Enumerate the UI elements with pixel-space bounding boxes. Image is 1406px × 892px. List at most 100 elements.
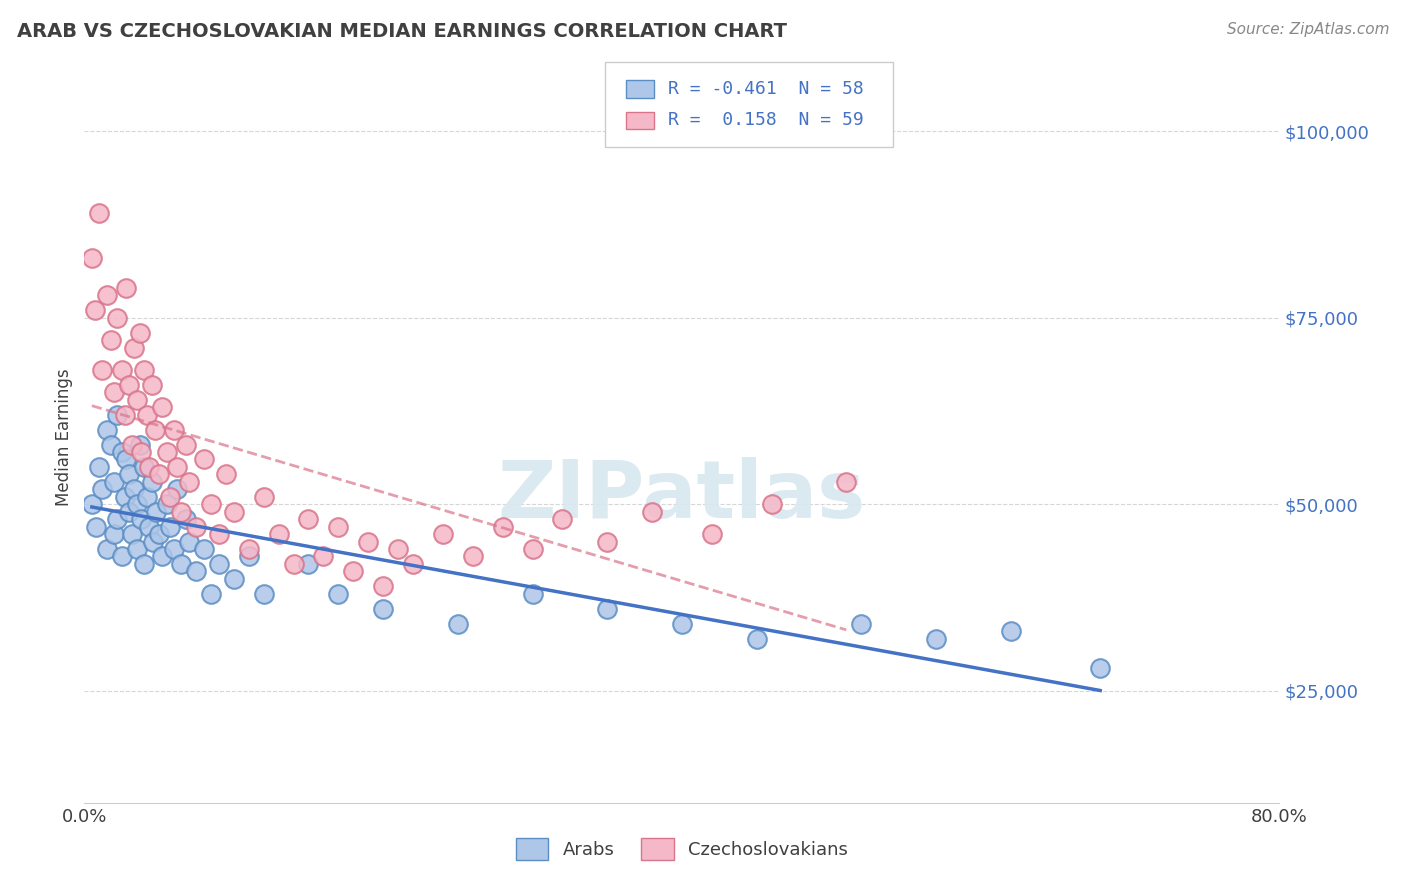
Point bbox=[522, 587, 544, 601]
Point bbox=[925, 632, 948, 646]
Point bbox=[596, 601, 619, 615]
Point bbox=[132, 363, 156, 377]
Point bbox=[105, 512, 128, 526]
Text: ZIPatlas: ZIPatlas bbox=[498, 457, 866, 534]
Point bbox=[402, 557, 425, 571]
Point bbox=[111, 549, 134, 564]
Point bbox=[100, 437, 122, 451]
Point bbox=[492, 519, 515, 533]
Point bbox=[125, 392, 148, 407]
Point bbox=[222, 505, 245, 519]
Point bbox=[83, 303, 105, 318]
Point bbox=[121, 527, 143, 541]
Point bbox=[835, 475, 858, 489]
Point bbox=[118, 377, 141, 392]
Point bbox=[145, 505, 167, 519]
Point bbox=[596, 534, 619, 549]
Point bbox=[105, 408, 128, 422]
Point bbox=[170, 557, 193, 571]
Point bbox=[114, 408, 136, 422]
Point bbox=[170, 505, 193, 519]
Point bbox=[342, 565, 364, 579]
Y-axis label: Median Earnings: Median Earnings bbox=[55, 368, 73, 506]
Point bbox=[143, 423, 166, 437]
Point bbox=[80, 497, 103, 511]
Point bbox=[200, 587, 222, 601]
Point bbox=[174, 512, 197, 526]
Point bbox=[193, 452, 215, 467]
Point bbox=[105, 310, 128, 325]
Point bbox=[111, 363, 134, 377]
Text: ARAB VS CZECHOSLOVAKIAN MEDIAN EARNINGS CORRELATION CHART: ARAB VS CZECHOSLOVAKIAN MEDIAN EARNINGS … bbox=[17, 22, 787, 41]
Point bbox=[163, 423, 186, 437]
Point bbox=[129, 512, 152, 526]
Point bbox=[142, 534, 165, 549]
Point bbox=[253, 490, 276, 504]
Point bbox=[208, 557, 231, 571]
Point bbox=[148, 527, 170, 541]
Point bbox=[328, 587, 350, 601]
Point bbox=[745, 632, 768, 646]
Point bbox=[155, 497, 177, 511]
Point bbox=[128, 437, 150, 451]
Point bbox=[177, 534, 200, 549]
Point bbox=[200, 497, 222, 511]
Point bbox=[103, 385, 125, 400]
Point bbox=[186, 519, 208, 533]
Point bbox=[132, 459, 156, 474]
Point bbox=[91, 483, 114, 497]
Point bbox=[103, 475, 125, 489]
Point bbox=[522, 542, 544, 557]
Point bbox=[115, 281, 138, 295]
Point bbox=[297, 557, 319, 571]
Point bbox=[138, 519, 160, 533]
Point bbox=[177, 475, 200, 489]
Text: R = -0.461  N = 58: R = -0.461 N = 58 bbox=[668, 80, 863, 98]
Point bbox=[100, 333, 122, 347]
Point bbox=[551, 512, 574, 526]
Point bbox=[96, 288, 118, 302]
Point bbox=[148, 467, 170, 482]
Point bbox=[186, 565, 208, 579]
Point bbox=[238, 542, 260, 557]
Point bbox=[159, 519, 181, 533]
Point bbox=[328, 519, 350, 533]
Point bbox=[208, 527, 231, 541]
Point bbox=[1000, 624, 1022, 639]
Point bbox=[193, 542, 215, 557]
Point bbox=[166, 483, 188, 497]
Point bbox=[132, 557, 156, 571]
Point bbox=[174, 437, 197, 451]
Point bbox=[312, 549, 335, 564]
Point bbox=[118, 505, 141, 519]
Point bbox=[150, 401, 173, 415]
Point bbox=[155, 445, 177, 459]
Point bbox=[125, 497, 148, 511]
Point bbox=[461, 549, 484, 564]
Point bbox=[89, 459, 111, 474]
Point bbox=[128, 326, 150, 340]
Point bbox=[222, 572, 245, 586]
Point bbox=[166, 459, 188, 474]
Point bbox=[122, 341, 145, 355]
Point bbox=[297, 512, 319, 526]
Point bbox=[357, 534, 380, 549]
Point bbox=[432, 527, 454, 541]
Point bbox=[387, 542, 409, 557]
Point bbox=[761, 497, 783, 511]
Text: R =  0.158  N = 59: R = 0.158 N = 59 bbox=[668, 112, 863, 129]
Point bbox=[159, 490, 181, 504]
Point bbox=[86, 519, 108, 533]
Point bbox=[700, 527, 723, 541]
Point bbox=[96, 542, 118, 557]
Point bbox=[238, 549, 260, 564]
Point bbox=[115, 452, 138, 467]
Text: Source: ZipAtlas.com: Source: ZipAtlas.com bbox=[1226, 22, 1389, 37]
Point bbox=[96, 423, 118, 437]
Point bbox=[447, 616, 470, 631]
Point bbox=[122, 483, 145, 497]
Point bbox=[125, 542, 148, 557]
Point bbox=[103, 527, 125, 541]
Point bbox=[80, 251, 103, 265]
Point bbox=[141, 475, 163, 489]
